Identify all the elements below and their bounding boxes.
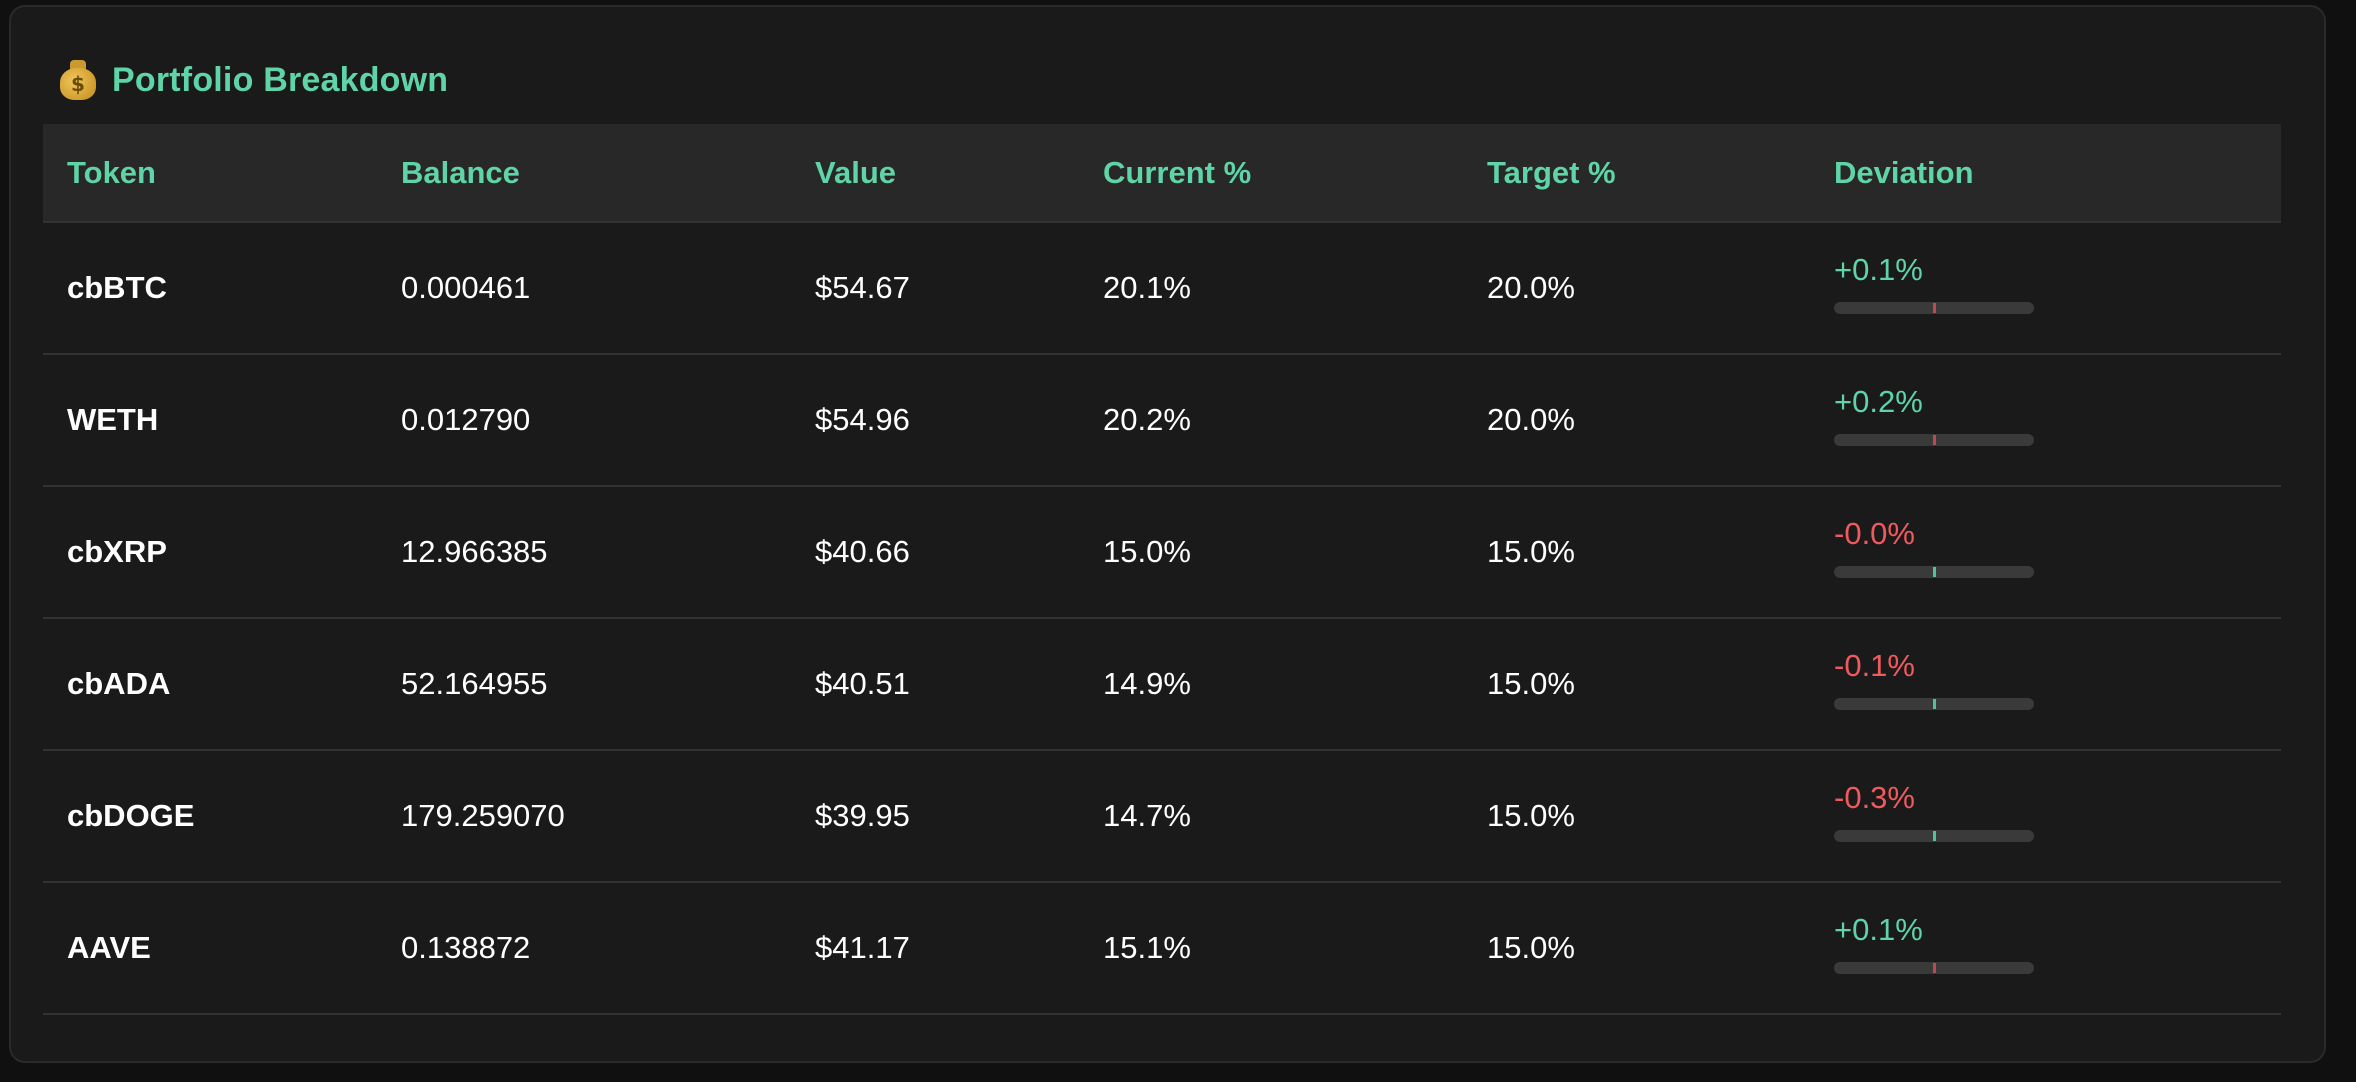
moneybag-icon: $ <box>58 58 98 102</box>
card-title: Portfolio Breakdown <box>112 60 449 99</box>
deviation-indicator: -0.1% <box>1834 646 2281 710</box>
deviation-marker <box>1933 963 1936 973</box>
card-header: $ Portfolio Breakdown <box>58 55 448 105</box>
balance-cell: 0.138872 <box>401 930 531 965</box>
token-cell: cbXRP <box>67 534 167 569</box>
table-row: cbXRP 12.966385 $40.66 15.0% 15.0% -0.0% <box>43 486 2281 618</box>
deviation-indicator: +0.1% <box>1834 250 2281 314</box>
deviation-value: -0.0% <box>1834 516 1915 551</box>
column-header-value[interactable]: Value <box>791 124 1079 223</box>
column-header-deviation[interactable]: Deviation <box>1810 124 2281 223</box>
value-cell: $41.17 <box>815 930 910 965</box>
deviation-cell: +0.1% <box>1810 222 2281 354</box>
deviation-marker <box>1933 831 1936 841</box>
deviation-marker <box>1933 699 1936 709</box>
deviation-cell: +0.2% <box>1810 354 2281 486</box>
token-cell: WETH <box>67 402 159 437</box>
balance-cell: 0.000461 <box>401 270 531 305</box>
current-percent-cell: 15.1% <box>1103 930 1191 965</box>
target-percent-cell: 15.0% <box>1487 534 1575 569</box>
target-percent-cell: 20.0% <box>1487 402 1575 437</box>
current-percent-cell: 14.9% <box>1103 666 1191 701</box>
deviation-bar <box>1834 566 2034 578</box>
current-percent-cell: 15.0% <box>1103 534 1191 569</box>
table-header-row: Token Balance Value Current % Target % D… <box>43 124 2281 223</box>
current-percent-cell: 14.7% <box>1103 798 1191 833</box>
deviation-bar <box>1834 830 2034 842</box>
column-header-balance[interactable]: Balance <box>377 124 791 223</box>
balance-cell: 179.259070 <box>401 798 565 833</box>
table-row: cbDOGE 179.259070 $39.95 14.7% 15.0% -0.3% <box>43 750 2281 882</box>
deviation-cell: -0.3% <box>1810 750 2281 882</box>
deviation-bar <box>1834 302 2034 314</box>
value-cell: $40.66 <box>815 534 910 569</box>
current-percent-cell: 20.1% <box>1103 270 1191 305</box>
table-row: WETH 0.012790 $54.96 20.2% 20.0% +0.2% <box>43 354 2281 486</box>
token-cell: cbADA <box>67 666 171 701</box>
deviation-value: -0.3% <box>1834 780 1915 815</box>
token-cell: cbDOGE <box>67 798 195 833</box>
token-cell: AAVE <box>67 930 151 965</box>
balance-cell: 12.966385 <box>401 534 548 569</box>
deviation-indicator: -0.0% <box>1834 514 2281 578</box>
target-percent-cell: 15.0% <box>1487 798 1575 833</box>
deviation-value: +0.2% <box>1834 384 1923 419</box>
current-percent-cell: 20.2% <box>1103 402 1191 437</box>
deviation-cell: -0.1% <box>1810 618 2281 750</box>
token-cell: cbBTC <box>67 270 167 305</box>
target-percent-cell: 15.0% <box>1487 930 1575 965</box>
column-header-target[interactable]: Target % <box>1463 124 1810 223</box>
table-row: cbBTC 0.000461 $54.67 20.1% 20.0% +0.1% <box>43 222 2281 354</box>
value-cell: $54.96 <box>815 402 910 437</box>
value-cell: $39.95 <box>815 798 910 833</box>
deviation-indicator: +0.2% <box>1834 382 2281 446</box>
deviation-marker <box>1933 303 1936 313</box>
deviation-marker <box>1933 435 1936 445</box>
portfolio-table: Token Balance Value Current % Target % D… <box>43 124 2281 1015</box>
table-row: AAVE 0.138872 $41.17 15.1% 15.0% +0.1% <box>43 882 2281 1014</box>
balance-cell: 52.164955 <box>401 666 548 701</box>
deviation-marker <box>1933 567 1936 577</box>
deviation-bar <box>1834 698 2034 710</box>
deviation-indicator: -0.3% <box>1834 778 2281 842</box>
value-cell: $40.51 <box>815 666 910 701</box>
value-cell: $54.67 <box>815 270 910 305</box>
column-header-current[interactable]: Current % <box>1079 124 1463 223</box>
deviation-indicator: +0.1% <box>1834 910 2281 974</box>
deviation-value: -0.1% <box>1834 648 1915 683</box>
target-percent-cell: 15.0% <box>1487 666 1575 701</box>
table-row: cbADA 52.164955 $40.51 14.9% 15.0% -0.1% <box>43 618 2281 750</box>
deviation-bar <box>1834 962 2034 974</box>
deviation-value: +0.1% <box>1834 252 1923 287</box>
deviation-cell: +0.1% <box>1810 882 2281 1014</box>
deviation-cell: -0.0% <box>1810 486 2281 618</box>
target-percent-cell: 20.0% <box>1487 270 1575 305</box>
deviation-value: +0.1% <box>1834 912 1923 947</box>
column-header-token[interactable]: Token <box>43 124 377 223</box>
deviation-bar <box>1834 434 2034 446</box>
balance-cell: 0.012790 <box>401 402 531 437</box>
